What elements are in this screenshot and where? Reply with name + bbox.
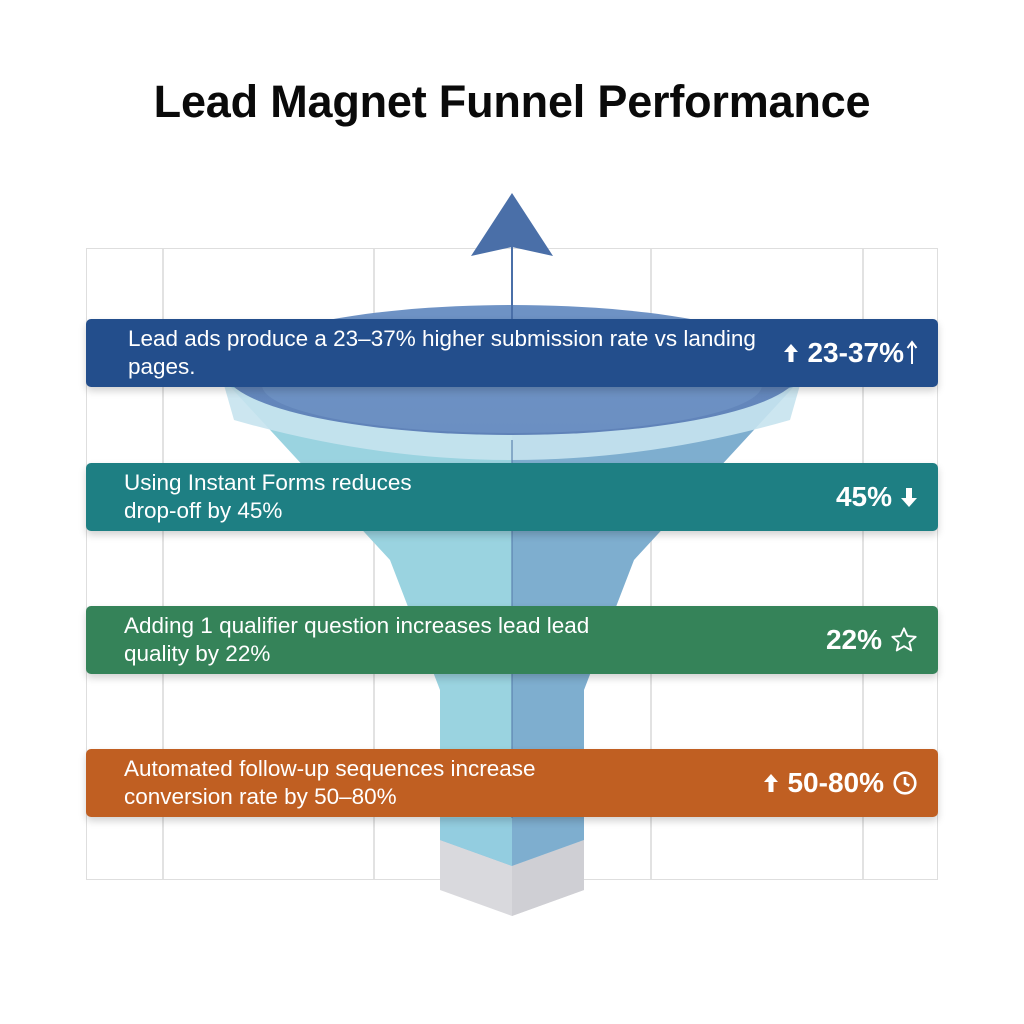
star-icon [890,626,918,654]
funnel-stage-3: Adding 1 qualifier question increases le… [86,606,938,674]
clock-icon [892,770,918,796]
funnel-stage-4: Automated follow-up sequences increase c… [86,749,938,817]
arrow-up-icon [763,773,779,793]
page-title: Lead Magnet Funnel Performance [153,76,871,127]
grid-line [650,249,652,879]
arrow-up-icon [783,343,799,363]
grid-line [162,249,164,879]
arrow-down-icon [900,486,918,508]
stage-metric-value: 45% [835,481,892,512]
grid-line [373,249,375,879]
stage-metric-value: 50-80% [787,767,884,798]
stage-description: Automated follow-up sequences increase c… [124,756,536,809]
funnel-stage-2: Using Instant Forms reduces drop-off by … [86,463,938,531]
stage-description: Lead ads produce a 23–37% higher submiss… [128,326,756,379]
stage-metric: 50-80% [763,767,938,799]
stage-description: Adding 1 qualifier question increases le… [124,613,590,666]
stage-metric: 45% [836,481,938,513]
stage-description: Using Instant Forms reduces drop-off by … [124,470,412,523]
stage-metric-value: 22% [825,624,882,655]
thin-arrow-up-icon [906,340,918,366]
funnel-stage-1: Lead ads produce a 23–37% higher submiss… [86,319,938,387]
grid-line [862,249,864,879]
stage-metric-value: 23-37% [807,337,904,368]
stage-metric: 23-37% [783,337,938,369]
stage-metric: 22% [826,624,938,656]
